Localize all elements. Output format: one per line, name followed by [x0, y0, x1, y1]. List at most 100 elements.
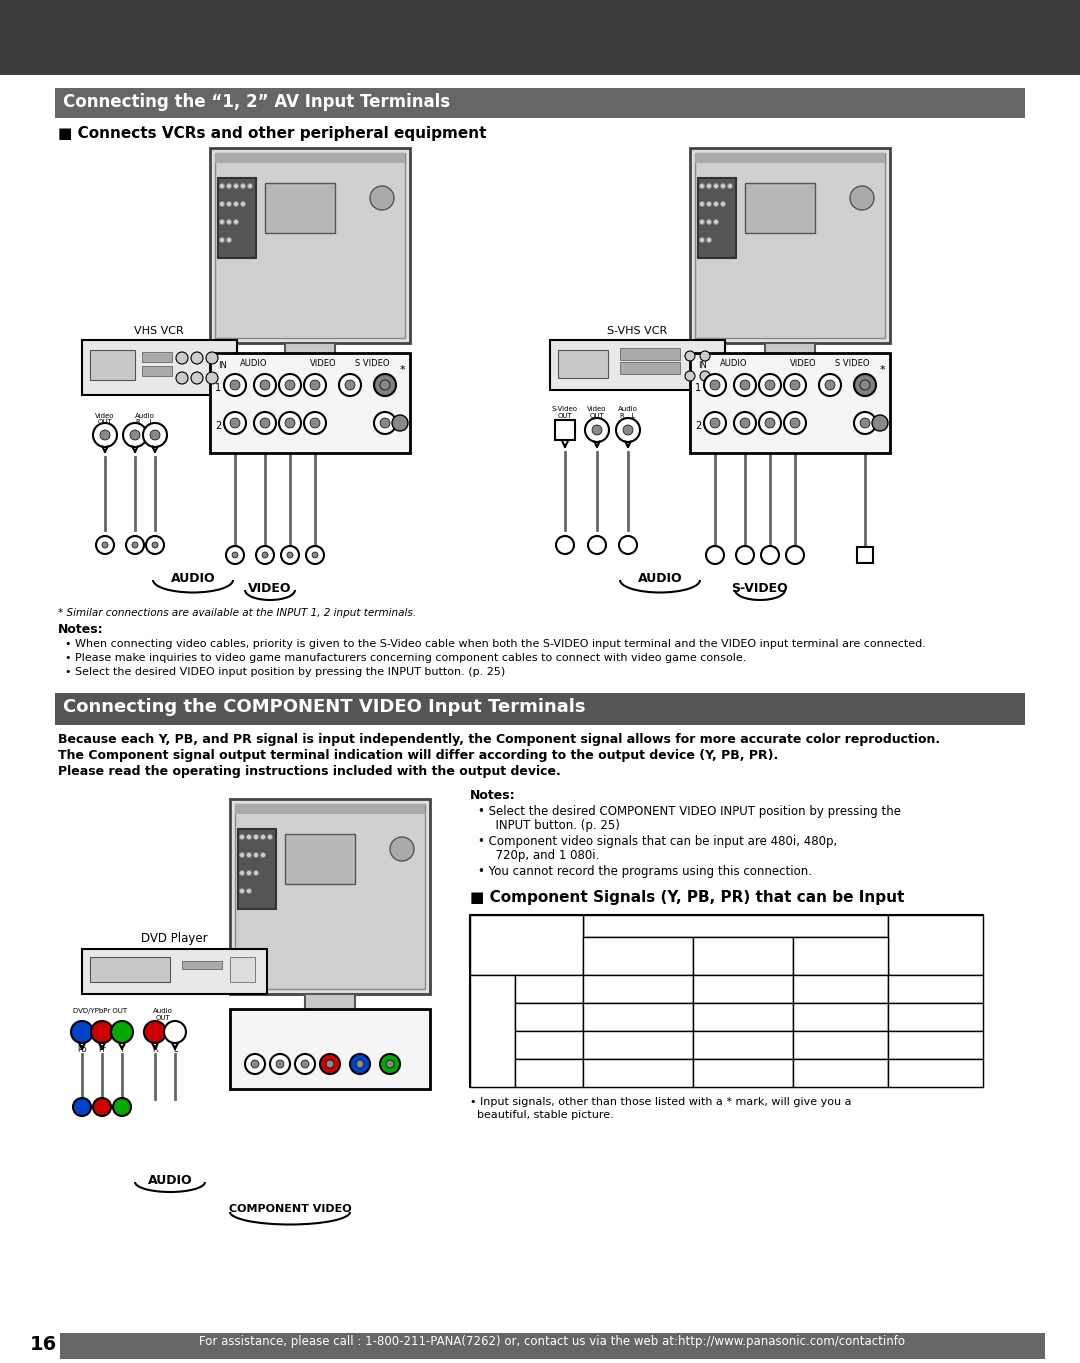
Circle shape	[312, 552, 318, 557]
Text: 480 i: 480 i	[919, 983, 950, 995]
Circle shape	[710, 380, 720, 390]
Circle shape	[227, 202, 231, 207]
Circle shape	[860, 380, 870, 390]
Bar	[0, 1330, 1080, 1363]
Circle shape	[91, 1021, 113, 1043]
Bar	[515, 1030, 583, 1059]
Circle shape	[219, 184, 225, 188]
Bar	[55, 692, 1025, 725]
Bar	[693, 1003, 793, 1030]
Text: 16: 16	[30, 1334, 57, 1353]
Circle shape	[623, 425, 633, 435]
Circle shape	[706, 547, 724, 564]
Bar	[698, 179, 735, 258]
Text: No. of dots
(H × V): No. of dots (H × V)	[604, 940, 673, 962]
Bar	[690, 353, 890, 453]
Text: L: L	[173, 1045, 177, 1054]
Circle shape	[240, 871, 244, 875]
Circle shape	[700, 371, 710, 382]
Text: 59.94: 59.94	[822, 1010, 858, 1024]
Circle shape	[714, 184, 718, 188]
Circle shape	[339, 373, 361, 397]
Circle shape	[761, 547, 779, 564]
Bar	[620, 363, 680, 373]
Bar	[858, 547, 873, 563]
Bar	[238, 829, 276, 909]
Circle shape	[144, 1021, 166, 1043]
Circle shape	[356, 1060, 364, 1069]
Bar	[285, 834, 355, 885]
Bar	[265, 183, 335, 233]
Bar	[793, 1030, 888, 1059]
Text: 1 080 i: 1 080 i	[914, 1066, 957, 1079]
Circle shape	[206, 352, 218, 364]
Circle shape	[230, 380, 240, 390]
Circle shape	[320, 1054, 340, 1074]
Bar	[285, 343, 335, 368]
Text: COMPONENT VIDEO: COMPONENT VIDEO	[229, 1204, 351, 1214]
Text: 30.00: 30.00	[822, 1066, 858, 1079]
Bar	[555, 420, 575, 440]
Circle shape	[735, 547, 754, 564]
Text: 15.73: 15.73	[725, 983, 761, 995]
Circle shape	[240, 889, 244, 894]
Circle shape	[306, 547, 324, 564]
Bar	[470, 915, 583, 975]
Circle shape	[164, 1021, 186, 1043]
Circle shape	[706, 237, 712, 243]
Text: Vertical
frequency
(Hz): Vertical frequency (Hz)	[809, 940, 872, 975]
Circle shape	[100, 429, 110, 440]
Circle shape	[714, 202, 718, 207]
Text: AUDIO: AUDIO	[238, 1039, 262, 1048]
Circle shape	[759, 412, 781, 433]
Circle shape	[206, 372, 218, 384]
Text: VHS VCR: VHS VCR	[134, 326, 184, 337]
Circle shape	[96, 536, 114, 553]
Circle shape	[345, 380, 355, 390]
Circle shape	[281, 547, 299, 564]
Bar	[285, 1015, 375, 1022]
Bar	[583, 1059, 693, 1088]
Circle shape	[233, 184, 239, 188]
Circle shape	[740, 418, 750, 428]
Text: S-VHS VCR: S-VHS VCR	[607, 326, 667, 337]
Circle shape	[126, 536, 144, 553]
Circle shape	[789, 380, 800, 390]
Bar	[230, 1009, 430, 1089]
Bar	[0, 0, 1080, 75]
Text: ■ Component Signals (Y, PB, PR) that can be Input: ■ Component Signals (Y, PB, PR) that can…	[470, 890, 904, 905]
Circle shape	[262, 552, 268, 557]
Text: 720 p: 720 p	[917, 1039, 953, 1051]
Bar	[693, 1059, 793, 1088]
Circle shape	[93, 423, 117, 447]
Text: IN: IN	[698, 361, 707, 369]
Bar	[696, 153, 885, 164]
Text: DVD/YPbPr OUT: DVD/YPbPr OUT	[73, 1009, 127, 1014]
Circle shape	[113, 1099, 131, 1116]
Circle shape	[765, 380, 775, 390]
Text: Audio
R   L: Audio R L	[618, 406, 638, 418]
Text: VIDEO: VIDEO	[248, 582, 292, 596]
Text: 480i: 480i	[536, 983, 563, 995]
Circle shape	[219, 237, 225, 243]
Bar	[218, 179, 256, 258]
Bar	[793, 975, 888, 1003]
Bar	[690, 149, 890, 343]
Circle shape	[285, 380, 295, 390]
Text: 2: 2	[696, 421, 701, 431]
Circle shape	[254, 373, 276, 397]
Circle shape	[73, 1099, 91, 1116]
Circle shape	[700, 219, 704, 225]
Bar	[470, 915, 983, 1088]
Circle shape	[240, 834, 244, 840]
Bar	[305, 994, 355, 1020]
Bar	[583, 975, 693, 1003]
Bar	[583, 1030, 693, 1059]
Text: 720 × 483: 720 × 483	[605, 1010, 671, 1024]
Text: AUDIO: AUDIO	[720, 358, 747, 368]
Circle shape	[585, 418, 609, 442]
Text: 29.97: 29.97	[822, 983, 858, 995]
Circle shape	[872, 414, 888, 431]
Circle shape	[227, 237, 231, 243]
Circle shape	[706, 202, 712, 207]
